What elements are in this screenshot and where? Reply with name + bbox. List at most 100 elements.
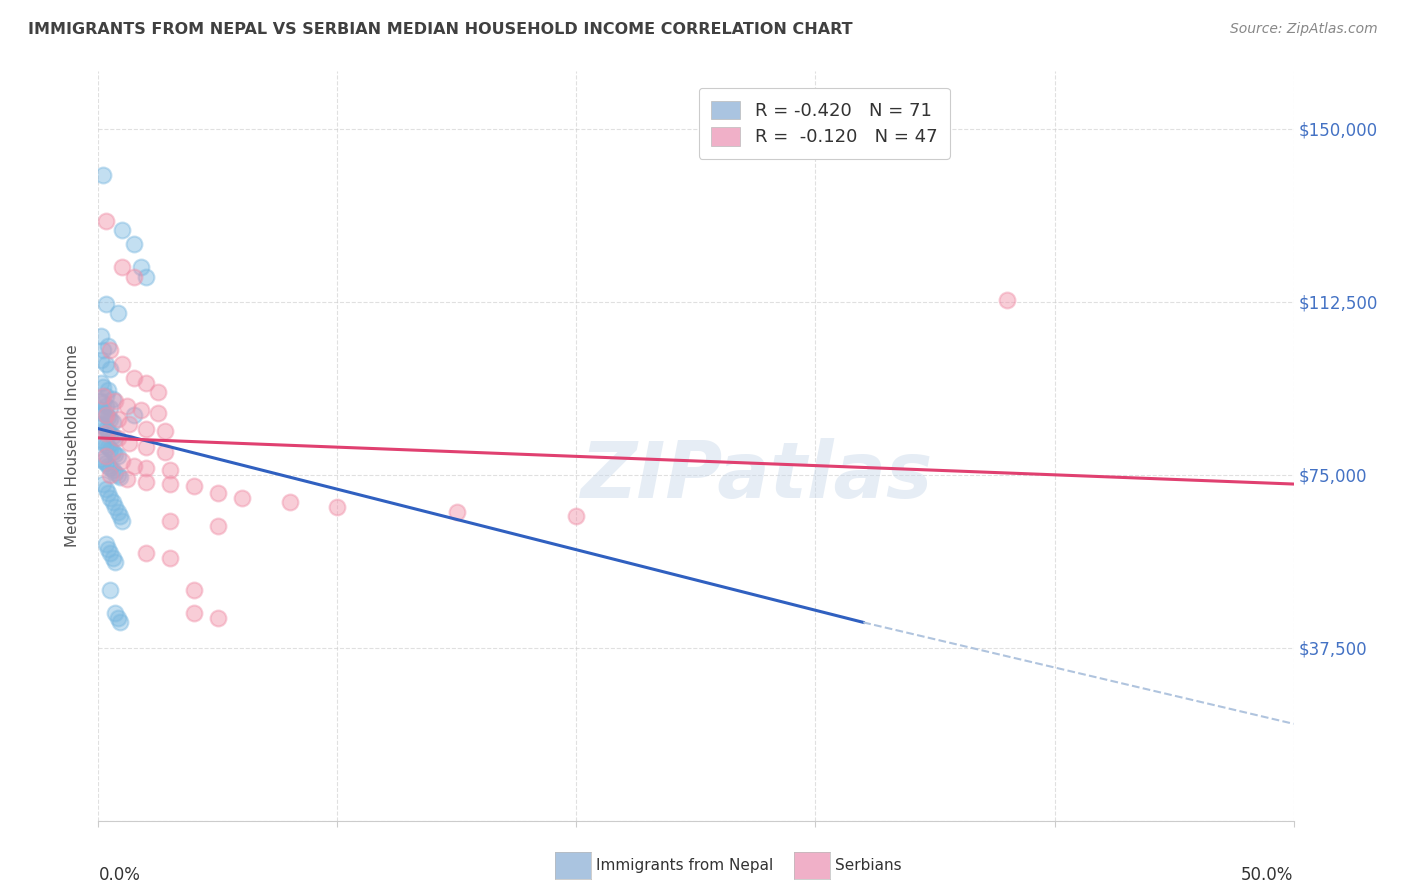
Legend: R = -0.420   N = 71, R =  -0.120   N = 47: R = -0.420 N = 71, R = -0.120 N = 47 (699, 88, 950, 159)
Point (98, 442, 122, 457)
Point (108, 470, 131, 484)
Point (159, 514, 181, 528)
Point (94, 214, 117, 228)
Point (131, 403, 153, 417)
Point (104, 431, 127, 445)
Point (97, 458, 120, 473)
Point (135, 422, 157, 436)
Text: Immigrants from Nepal: Immigrants from Nepal (596, 858, 773, 872)
Point (98, 467, 122, 482)
Point (91, 389, 114, 403)
Point (231, 491, 253, 505)
Point (101, 495, 124, 509)
Point (207, 518, 229, 533)
Point (94, 537, 117, 551)
Point (111, 454, 134, 468)
Point (91, 380, 114, 394)
Point (124, 408, 146, 422)
Text: ZIPatlas: ZIPatlas (579, 438, 932, 514)
Point (90, 417, 112, 431)
Point (107, 412, 129, 426)
Point (98, 583, 122, 598)
Point (107, 306, 129, 320)
Point (108, 509, 131, 524)
Point (148, 384, 170, 399)
Point (159, 463, 181, 477)
Point (98, 361, 122, 376)
Point (91, 343, 114, 358)
Point (111, 223, 134, 237)
Point (148, 406, 170, 420)
Point (90, 352, 112, 367)
Point (97, 339, 120, 353)
Point (101, 415, 124, 429)
Point (94, 389, 117, 403)
Point (94, 357, 117, 371)
Point (107, 611, 129, 625)
Point (98, 412, 122, 426)
Point (446, 505, 468, 519)
Point (104, 500, 127, 514)
Point (98, 401, 122, 415)
Point (207, 486, 229, 500)
Point (101, 428, 124, 442)
Point (97, 541, 120, 556)
Point (135, 269, 157, 284)
Point (90, 451, 112, 466)
Y-axis label: Median Household Income: Median Household Income (65, 344, 80, 548)
Point (135, 546, 157, 560)
Point (94, 422, 117, 436)
Point (135, 440, 157, 454)
Point (98, 426, 122, 441)
Point (97, 383, 120, 397)
Point (124, 371, 146, 385)
Point (183, 583, 205, 598)
Point (97, 410, 120, 425)
Point (326, 500, 349, 514)
Point (94, 450, 117, 464)
Text: IMMIGRANTS FROM NEPAL VS SERBIAN MEDIAN HOUSEHOLD INCOME CORRELATION CHART: IMMIGRANTS FROM NEPAL VS SERBIAN MEDIAN … (28, 22, 853, 37)
Point (155, 444, 177, 458)
Point (90, 376, 112, 390)
Point (995, 293, 1018, 307)
Point (124, 458, 146, 473)
Point (104, 556, 127, 570)
Point (98, 343, 122, 358)
Point (565, 509, 588, 524)
Point (159, 550, 181, 565)
Point (183, 606, 205, 620)
Point (207, 611, 229, 625)
Point (97, 424, 120, 438)
Point (104, 394, 127, 409)
Point (135, 376, 157, 390)
Point (90, 394, 112, 409)
Point (124, 269, 146, 284)
Point (108, 615, 131, 630)
Point (135, 475, 157, 489)
Point (101, 444, 124, 458)
Point (90, 434, 112, 448)
Point (107, 505, 129, 519)
Point (97, 440, 120, 454)
Point (111, 514, 134, 528)
Text: 0.0%: 0.0% (98, 865, 141, 884)
Point (90, 329, 112, 343)
Point (104, 466, 127, 480)
Point (131, 260, 153, 275)
Point (91, 477, 114, 491)
Point (124, 237, 146, 252)
Point (115, 399, 138, 413)
Point (118, 435, 141, 450)
Point (118, 417, 141, 431)
Point (107, 431, 129, 445)
Point (94, 482, 117, 496)
Point (94, 297, 117, 311)
Text: Serbians: Serbians (835, 858, 901, 872)
Point (101, 463, 124, 477)
Point (183, 479, 205, 493)
Point (107, 467, 129, 482)
Point (94, 408, 117, 422)
Point (98, 546, 122, 560)
Point (91, 419, 114, 434)
Point (111, 357, 134, 371)
